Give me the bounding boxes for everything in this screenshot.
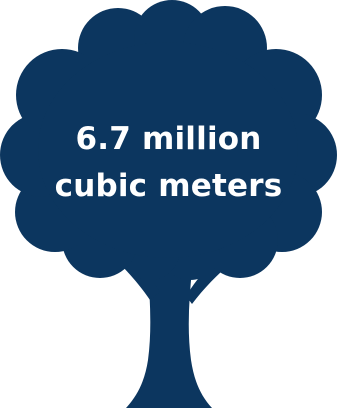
- tree-label-line-2: cubic meters: [54, 168, 283, 204]
- tree-trunk: [118, 254, 230, 408]
- tree-label-line-1: 6.7 million: [75, 121, 262, 157]
- tree-label: 6.7 million cubic meters: [0, 116, 337, 210]
- tree-canopy: [0, 0, 337, 280]
